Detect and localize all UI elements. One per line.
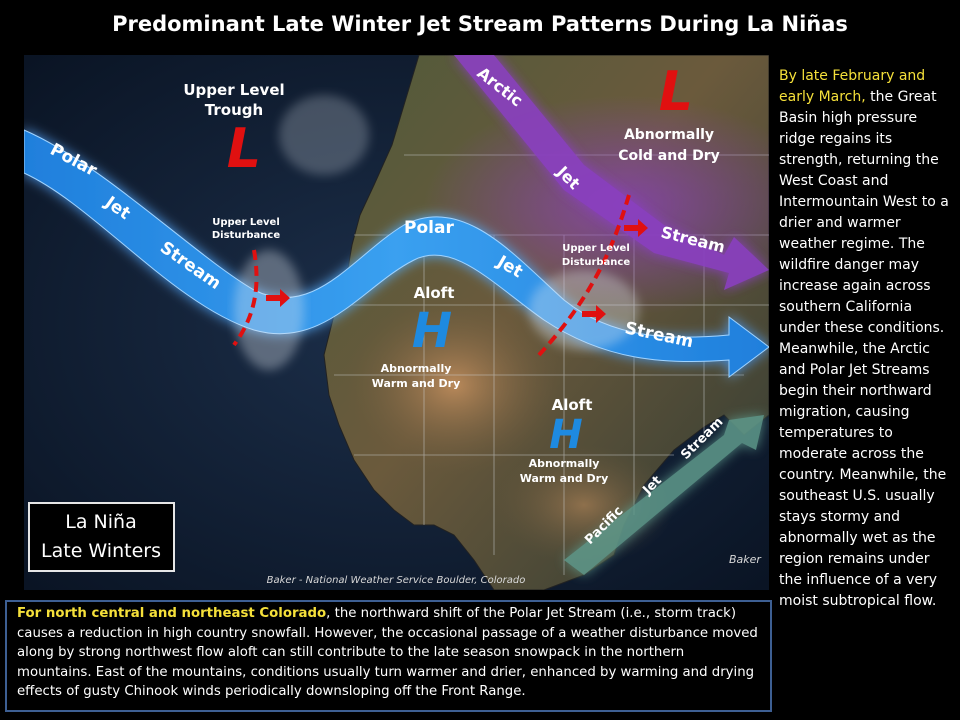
upper-trough-label-2: Trough — [205, 101, 263, 119]
disturbance-cloud-west — [234, 250, 304, 370]
disturbance-line-west — [232, 249, 259, 347]
map-signature: Baker — [729, 553, 762, 566]
disturbance-label-east-1: Upper Level — [562, 243, 630, 254]
disturbance-label-east-2: Disturbance — [562, 257, 630, 268]
disturbance-cloud-east — [529, 270, 639, 350]
low-pressure-symbol-west: L — [227, 117, 261, 180]
pacific-jet-arrow — [564, 415, 764, 575]
disturbance-label-west-1: Upper Level — [212, 217, 280, 228]
arctic-jet-arrow — [454, 55, 769, 290]
disturbance-label-west-2: Disturbance — [212, 230, 280, 241]
legend-box — [28, 502, 175, 572]
side-description-body: the Great Basin high pressure ridge rega… — [779, 89, 949, 609]
page-title: Predominant Late Winter Jet Stream Patte… — [112, 12, 848, 36]
legend-box-line-1: La Niña — [65, 511, 136, 533]
desert-shading — [344, 295, 564, 475]
abnormally-warm-west-1: Abnormally — [381, 362, 452, 375]
abnormally-warm-west-2: Warm and Dry — [372, 377, 461, 390]
upper-trough-label-1: Upper Level — [183, 81, 284, 99]
movement-arrow-east — [582, 305, 606, 323]
side-description-highlight: By late February and early March, — [779, 68, 926, 105]
legend-box-line-2: Late Winters — [41, 540, 161, 562]
colorado-description-highlight: For north central and northeast Colorado — [17, 606, 327, 621]
polar-jet-east-word-1: Polar — [404, 218, 454, 238]
abnormally-cold-label-1: Abnormally — [624, 127, 714, 143]
side-description: By late February and early March, the Gr… — [779, 66, 955, 612]
low-pressure-symbol-north: L — [659, 60, 693, 123]
map-credit: Baker - National Weather Service Boulder… — [267, 575, 526, 586]
disturbance-line-east — [537, 194, 631, 357]
cloud-north-pacific — [279, 95, 369, 175]
colorado-description-box: For north central and northeast Colorado… — [5, 600, 772, 712]
colorado-description-body: , the northward shift of the Polar Jet S… — [17, 606, 758, 699]
abnormally-cold-label-2: Cold and Dry — [618, 148, 720, 164]
movement-arrow-arctic — [624, 219, 648, 237]
movement-arrow-west — [266, 289, 290, 307]
aloft-label-west: Aloft — [414, 284, 455, 302]
high-pressure-symbol-west: H — [412, 303, 452, 359]
abnormally-warm-south-2: Warm and Dry — [520, 472, 609, 485]
abnormally-warm-south-1: Abnormally — [529, 457, 600, 470]
high-pressure-symbol-south: H — [549, 412, 582, 458]
aloft-label-south: Aloft — [552, 396, 593, 414]
jet-stream-map: Upper Level Trough L Upper Level Disturb… — [24, 55, 769, 590]
